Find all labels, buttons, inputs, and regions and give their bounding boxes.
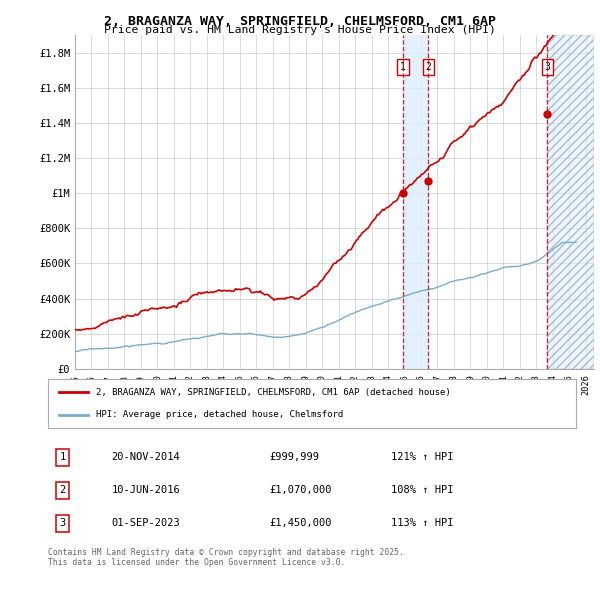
Text: £999,999: £999,999 (270, 453, 320, 462)
Text: 3: 3 (59, 519, 66, 528)
Text: 20-NOV-2014: 20-NOV-2014 (112, 453, 180, 462)
Text: 1: 1 (59, 453, 66, 462)
Text: 01-SEP-2023: 01-SEP-2023 (112, 519, 180, 528)
Text: Price paid vs. HM Land Registry's House Price Index (HPI): Price paid vs. HM Land Registry's House … (104, 25, 496, 35)
Text: 3: 3 (544, 62, 550, 72)
Text: 10-JUN-2016: 10-JUN-2016 (112, 486, 180, 495)
Text: 2: 2 (425, 62, 431, 72)
Text: £1,070,000: £1,070,000 (270, 486, 332, 495)
Text: 108% ↑ HPI: 108% ↑ HPI (391, 486, 454, 495)
Text: 2, BRAGANZA WAY, SPRINGFIELD, CHELMSFORD, CM1 6AP (detached house): 2, BRAGANZA WAY, SPRINGFIELD, CHELMSFORD… (95, 388, 450, 397)
Text: 121% ↑ HPI: 121% ↑ HPI (391, 453, 454, 462)
Text: 113% ↑ HPI: 113% ↑ HPI (391, 519, 454, 528)
Text: 1: 1 (400, 62, 406, 72)
Text: HPI: Average price, detached house, Chelmsford: HPI: Average price, detached house, Chel… (95, 410, 343, 419)
Text: Contains HM Land Registry data © Crown copyright and database right 2025.
This d: Contains HM Land Registry data © Crown c… (48, 548, 404, 567)
Bar (403, 35, 428, 369)
Bar (547, 35, 594, 369)
Bar (547, 35, 594, 369)
Text: 2, BRAGANZA WAY, SPRINGFIELD, CHELMSFORD, CM1 6AP: 2, BRAGANZA WAY, SPRINGFIELD, CHELMSFORD… (104, 15, 496, 28)
Text: 2: 2 (59, 486, 66, 495)
Text: £1,450,000: £1,450,000 (270, 519, 332, 528)
